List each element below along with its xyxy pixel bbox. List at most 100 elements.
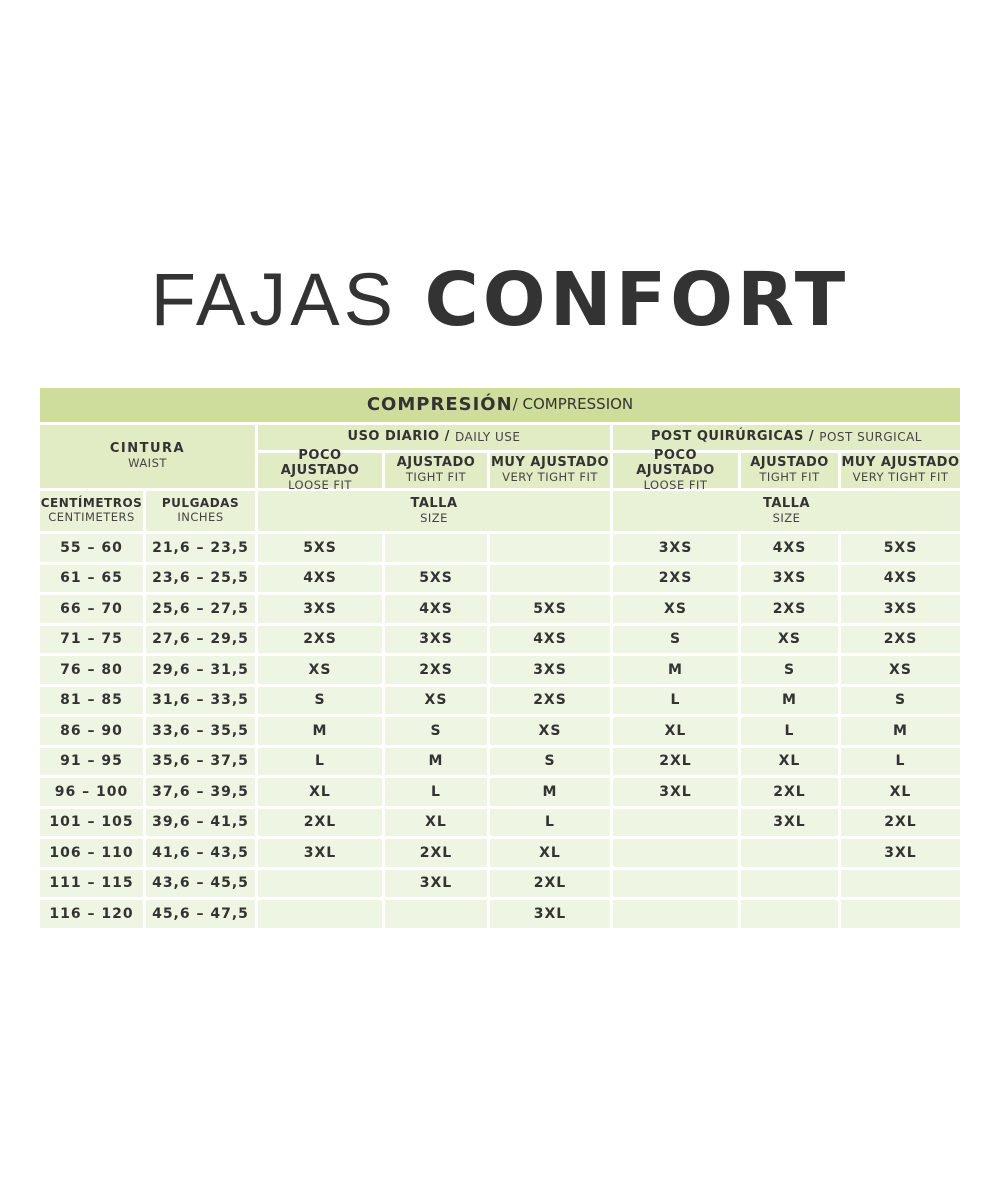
size-cell: XS — [613, 595, 738, 623]
post-surgical-header: POST QUIRÚRGICAS / POST SURGICAL — [613, 425, 960, 450]
size-cell: 2XS — [741, 595, 838, 623]
size-cell — [385, 534, 487, 562]
size-cell — [258, 900, 382, 928]
size-cell — [613, 808, 738, 836]
size-cell: 2XL — [841, 808, 960, 836]
size-cell: L — [258, 747, 382, 775]
waist-cell: 25,6 – 27,5 — [146, 595, 255, 623]
fit-sub: VERY TIGHT FIT — [852, 470, 949, 485]
post-surgical-label: POST QUIRÚRGICAS / — [651, 429, 815, 445]
waist-cell: 96 – 100 — [40, 778, 143, 806]
waist-cell: 71 – 75 — [40, 625, 143, 653]
waist-cell: 91 – 95 — [40, 747, 143, 775]
waist-cell: 66 – 70 — [40, 595, 143, 623]
fit-label: MUY AJUSTADO — [841, 455, 960, 471]
daily-use-header: USO DIARIO / DAILY USE — [258, 425, 610, 450]
size-cell: L — [385, 778, 487, 806]
fit-label: POCO AJUSTADO — [280, 447, 360, 478]
size-chart-table: COMPRESIÓN / COMPRESSION CINTURA WAIST U… — [40, 388, 960, 928]
size-cell: XL — [385, 808, 487, 836]
size-cell — [613, 839, 738, 867]
size-cell: 5XS — [258, 534, 382, 562]
size-cell: XL — [613, 717, 738, 745]
size-cell — [841, 900, 960, 928]
waist-cell: 61 – 65 — [40, 564, 143, 592]
size-cell: S — [385, 717, 487, 745]
size-cell: 3XL — [490, 900, 610, 928]
size-cell — [258, 869, 382, 897]
waist-cell: 43,6 – 45,5 — [146, 869, 255, 897]
waist-cell: 31,6 – 33,5 — [146, 686, 255, 714]
size-cell: 3XS — [490, 656, 610, 684]
title-bold: CONFORT — [424, 257, 850, 343]
post-surgical-sub: POST SURGICAL — [819, 429, 922, 444]
centimeters-label: CENTÍMETROS — [40, 496, 143, 511]
compression-sub: / COMPRESSION — [512, 395, 634, 414]
size-cell — [741, 869, 838, 897]
waist-sub: WAIST — [128, 456, 167, 471]
size-cell: S — [490, 747, 610, 775]
waist-cell: 45,6 – 47,5 — [146, 900, 255, 928]
size-cell — [741, 839, 838, 867]
size-cell — [841, 869, 960, 897]
size-cell: XS — [258, 656, 382, 684]
size-cell: XS — [741, 625, 838, 653]
size-cell: L — [490, 808, 610, 836]
waist-label: CINTURA — [109, 441, 186, 457]
size-cell: 3XL — [841, 839, 960, 867]
size-cell: 4XS — [385, 595, 487, 623]
waist-cell: 76 – 80 — [40, 656, 143, 684]
daily-use-sub: DAILY USE — [454, 429, 521, 444]
size-cell: 2XL — [385, 839, 487, 867]
size-cell: S — [258, 686, 382, 714]
size-header-daily: TALLA SIZE — [258, 491, 610, 531]
size-cell: L — [741, 717, 838, 745]
size-cell: XL — [258, 778, 382, 806]
waist-cell: 116 – 120 — [40, 900, 143, 928]
waist-cell: 41,6 – 43,5 — [146, 839, 255, 867]
title-light: FAJAS — [150, 258, 397, 341]
size-cell: 4XS — [841, 564, 960, 592]
waist-cell: 29,6 – 31,5 — [146, 656, 255, 684]
size-cell: 5XS — [841, 534, 960, 562]
waist-header: CINTURA WAIST — [40, 425, 255, 488]
size-cell: 4XS — [258, 564, 382, 592]
size-cell: XS — [841, 656, 960, 684]
page-title: FAJAS CONFORT — [0, 258, 1000, 342]
waist-cell: 21,6 – 23,5 — [146, 534, 255, 562]
inches-sub: INCHES — [177, 510, 224, 525]
size-label: TALLA — [762, 495, 811, 511]
centimeters-sub: CENTIMETERS — [48, 510, 135, 525]
size-cell: 3XS — [258, 595, 382, 623]
size-cell: 2XS — [490, 686, 610, 714]
size-label: TALLA — [410, 495, 458, 511]
size-cell: 2XS — [258, 625, 382, 653]
size-cell: 3XS — [741, 564, 838, 592]
size-cell: S — [841, 686, 960, 714]
waist-cell: 55 – 60 — [40, 534, 143, 562]
waist-cell: 111 – 115 — [40, 869, 143, 897]
size-cell: XL — [741, 747, 838, 775]
size-cell — [490, 564, 610, 592]
fit-label: POCO AJUSTADO — [636, 447, 715, 478]
fit-label: AJUSTADO — [396, 455, 476, 471]
size-cell: 5XS — [385, 564, 487, 592]
size-cell: 2XL — [490, 869, 610, 897]
size-cell: 4XS — [490, 625, 610, 653]
size-cell: M — [490, 778, 610, 806]
fit-sub: TIGHT FIT — [759, 470, 820, 485]
size-cell: XS — [490, 717, 610, 745]
waist-cell: 35,6 – 37,5 — [146, 747, 255, 775]
compression-label: COMPRESIÓN — [366, 393, 513, 415]
waist-cell: 39,6 – 41,5 — [146, 808, 255, 836]
compression-header: COMPRESIÓN / COMPRESSION — [40, 388, 960, 422]
size-cell: 3XL — [613, 778, 738, 806]
size-sub: SIZE — [420, 510, 448, 525]
fit-sub: LOOSE FIT — [288, 477, 352, 492]
size-cell: M — [741, 686, 838, 714]
size-cell: XS — [385, 686, 487, 714]
fit-sub: LOOSE FIT — [643, 477, 708, 492]
size-cell: XL — [490, 839, 610, 867]
daily-use-label: USO DIARIO / — [347, 429, 450, 445]
fit-sub: VERY TIGHT FIT — [502, 470, 598, 485]
